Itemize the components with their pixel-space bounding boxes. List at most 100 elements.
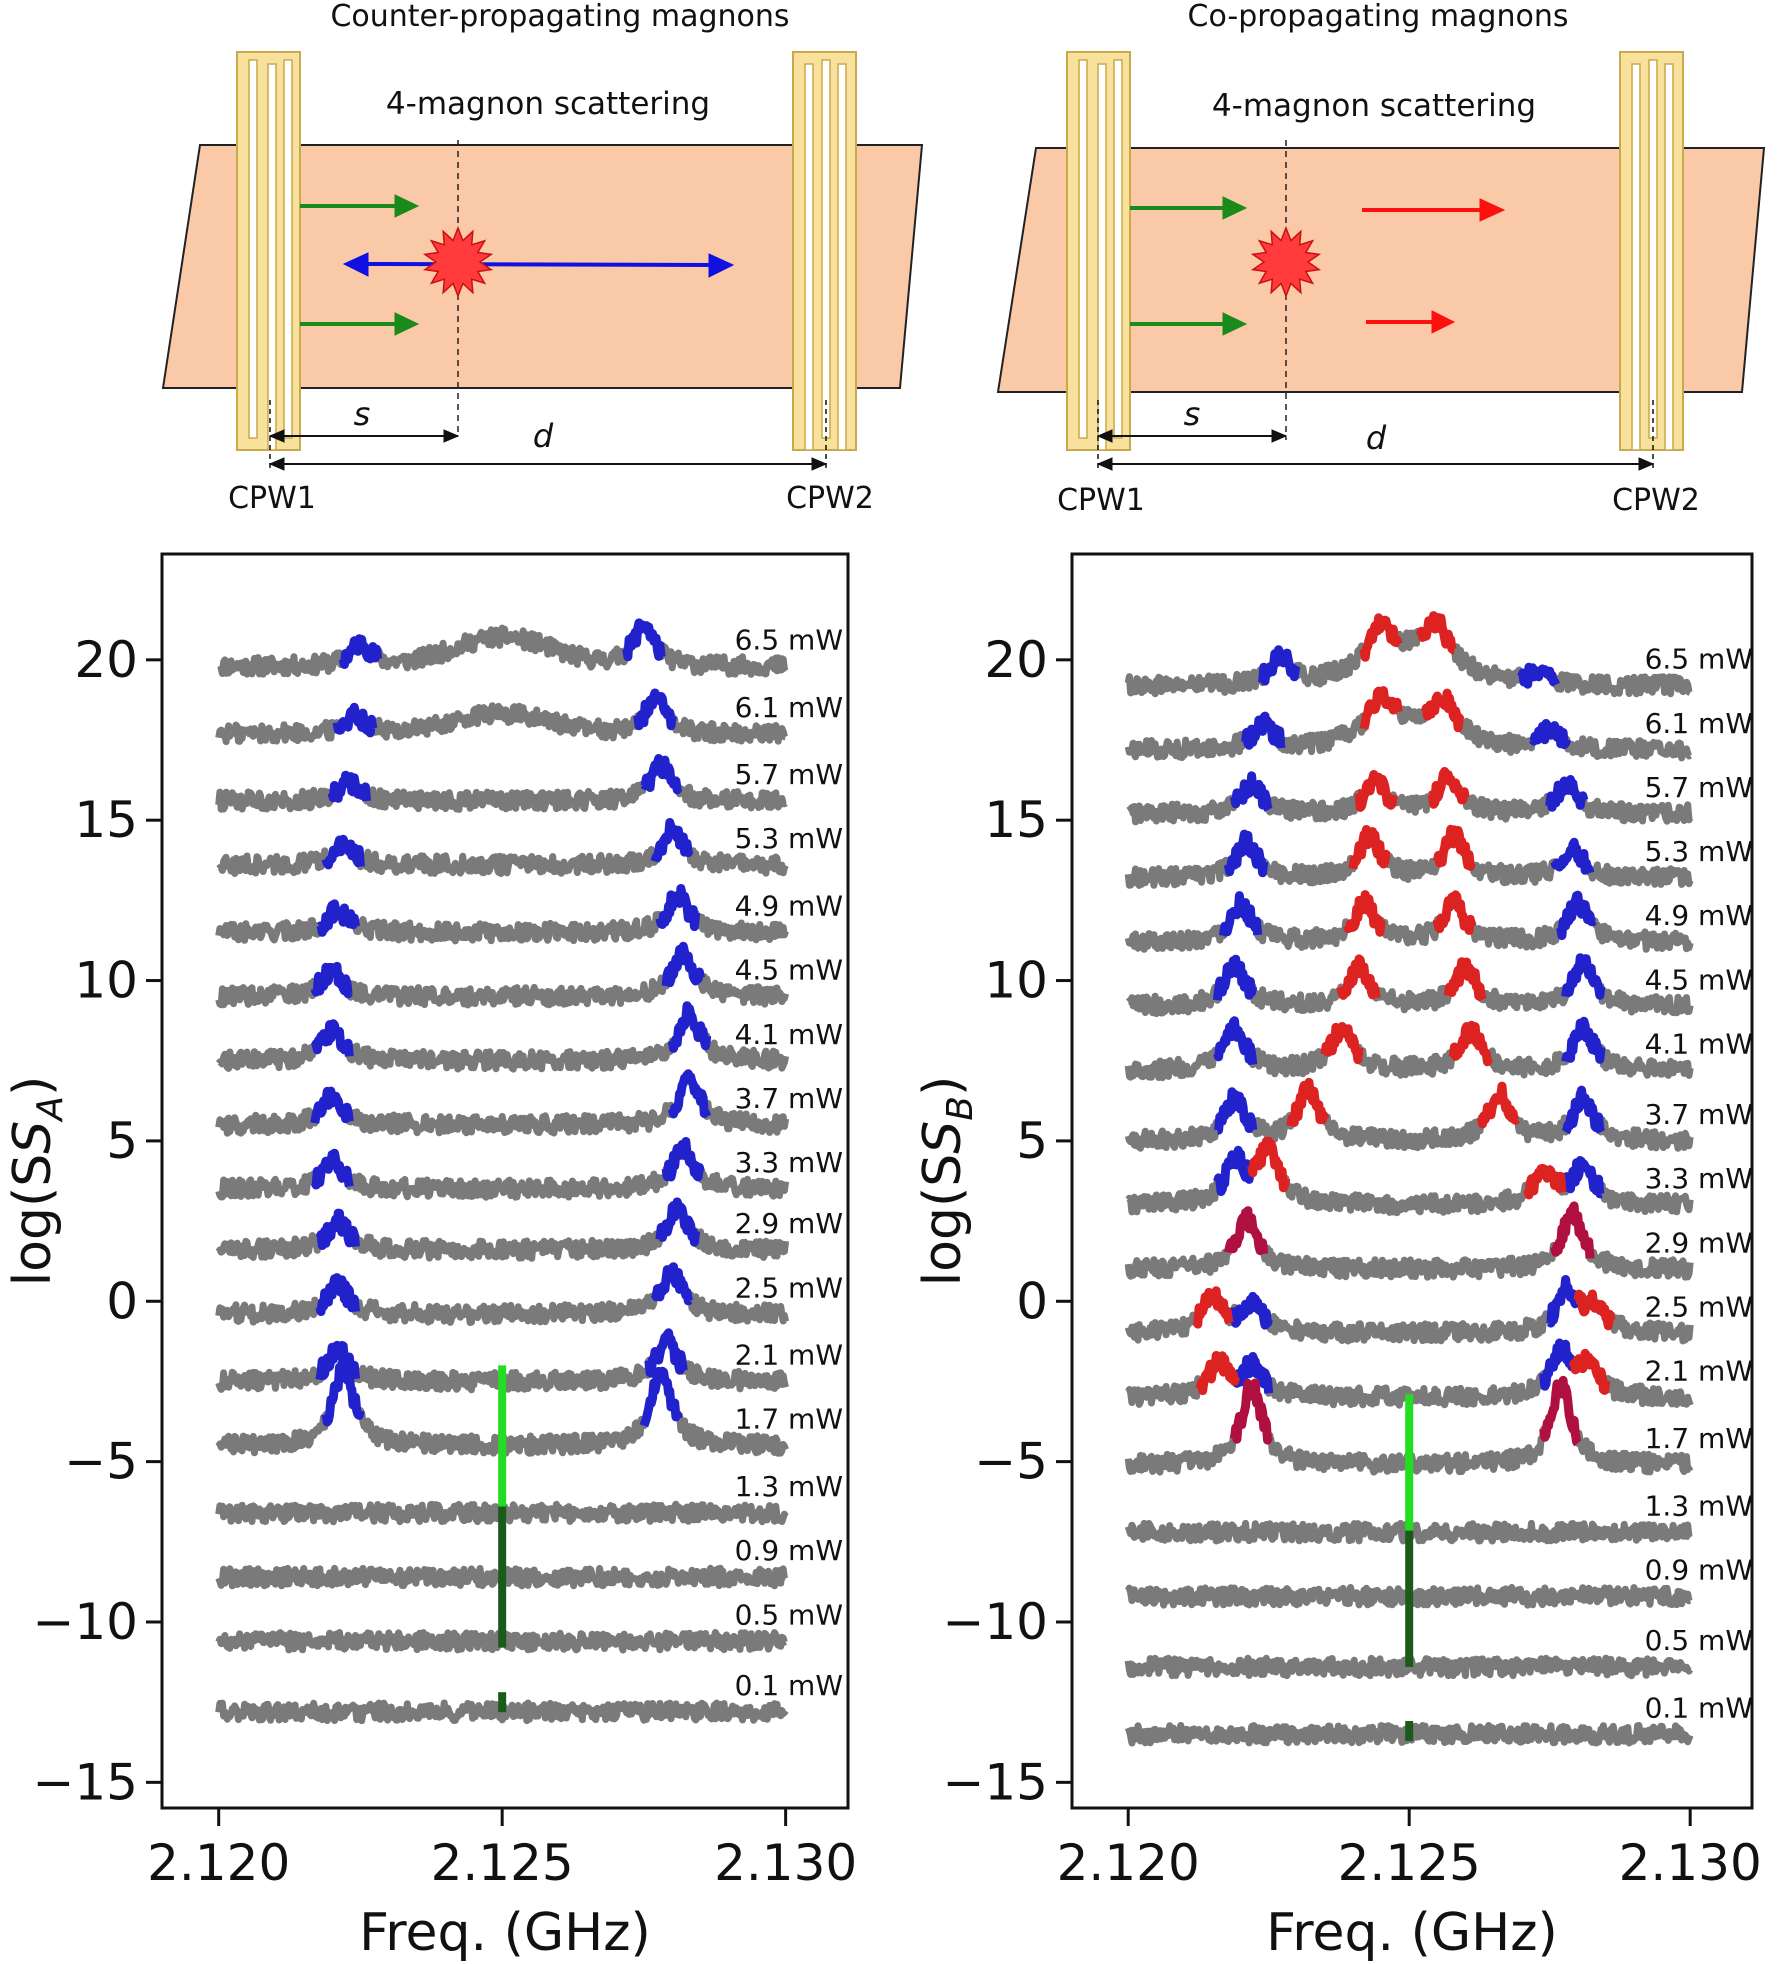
s-label: s xyxy=(354,395,371,433)
distance-d-arrow xyxy=(1096,457,1655,471)
diagram-co-propagating: Co-propagating magnons 4-magn xyxy=(996,0,1766,518)
peak-highlight xyxy=(321,834,365,870)
spectrum-trace xyxy=(1124,891,1694,953)
scatter-label: 4-magnon scattering xyxy=(1212,88,1536,124)
peak-highlight xyxy=(1212,954,1258,1001)
peak-highlight xyxy=(315,1208,360,1250)
peak-highlight xyxy=(639,1366,683,1428)
peak-highlight xyxy=(644,1328,688,1378)
power-label: 1.7 mW xyxy=(735,1403,843,1436)
side-peak-highlight xyxy=(1195,1351,1241,1396)
side-peak-highlight xyxy=(1432,824,1476,871)
side-peak-highlight xyxy=(1476,1081,1521,1129)
spectrum-trace xyxy=(216,819,789,877)
power-label: 4.1 mW xyxy=(1645,1028,1753,1061)
peak-highlight xyxy=(1561,1085,1606,1135)
peak-highlight xyxy=(1561,1156,1605,1199)
peak-highlight xyxy=(661,1137,705,1182)
power-label: 6.1 mW xyxy=(735,691,843,724)
scatter-label: 4-magnon scattering xyxy=(386,86,710,122)
peak-highlight xyxy=(1545,775,1589,812)
peak-highlight xyxy=(1214,1087,1258,1135)
peak-highlight xyxy=(338,634,383,669)
peak-highlight xyxy=(1213,1145,1258,1196)
side-peak-highlight xyxy=(1359,613,1403,662)
side-peak-highlight xyxy=(1523,1163,1567,1200)
side-peak-highlight xyxy=(1427,767,1470,809)
y-tick-label: 15 xyxy=(984,791,1048,849)
distance-s-arrow xyxy=(1096,429,1288,443)
peak-highlight xyxy=(310,1019,354,1057)
peak-highlight xyxy=(332,702,378,738)
side-peak-highlight xyxy=(1359,686,1403,730)
peak-highlight xyxy=(1258,645,1301,686)
cpw2-antenna xyxy=(792,51,857,451)
power-label: 1.3 mW xyxy=(1645,1489,1753,1522)
power-label: 3.7 mW xyxy=(735,1082,843,1115)
side-peak-highlight xyxy=(1336,954,1381,1000)
power-label: 2.5 mW xyxy=(1645,1290,1753,1323)
x-axis-label: Freq. (GHz) xyxy=(359,1903,651,1963)
x-tick-label: 2.125 xyxy=(431,1834,574,1892)
spectrum-trace xyxy=(215,1699,789,1725)
peak-highlight xyxy=(1241,711,1286,750)
peak-highlight xyxy=(321,1359,365,1427)
y-tick-label: −10 xyxy=(942,1593,1048,1651)
power-label: 5.3 mW xyxy=(735,822,843,855)
d-label: d xyxy=(1366,419,1387,457)
peak-highlight xyxy=(1556,890,1599,941)
peak-highlight xyxy=(316,899,360,937)
power-label: 2.1 mW xyxy=(1645,1355,1753,1388)
y-tick-label: 0 xyxy=(106,1272,138,1330)
side-peak-highlight xyxy=(1550,1201,1595,1259)
x-tick-label: 2.130 xyxy=(1619,1834,1762,1892)
power-label: 0.5 mW xyxy=(1645,1624,1753,1657)
peak-highlight xyxy=(1550,837,1595,875)
side-peak-highlight xyxy=(1415,611,1458,655)
y-tick-label: 15 xyxy=(74,791,138,849)
spectrum-trace xyxy=(1124,1017,1694,1082)
power-label: 5.7 mW xyxy=(735,758,843,791)
peak-highlight xyxy=(650,1262,693,1306)
side-peak-highlight xyxy=(1573,1289,1616,1331)
power-label: 5.3 mW xyxy=(1645,835,1753,868)
diagram-title: Co-propagating magnons xyxy=(1188,0,1569,34)
peak-highlight xyxy=(327,770,372,803)
side-peak-highlight xyxy=(1432,890,1476,935)
spectrum-trace xyxy=(215,1198,790,1262)
power-label: 3.3 mW xyxy=(735,1146,843,1179)
x-tick-label: 2.120 xyxy=(147,1834,290,1892)
spectrum-trace xyxy=(215,689,788,746)
peak-highlight xyxy=(1230,771,1273,813)
y-tick-label: −15 xyxy=(942,1753,1048,1811)
power-label: 6.1 mW xyxy=(1645,707,1753,740)
s-label: s xyxy=(1184,395,1201,433)
peak-highlight xyxy=(667,1069,712,1119)
power-label: 0.5 mW xyxy=(735,1598,843,1631)
peak-highlight xyxy=(1219,891,1263,937)
side-peak-highlight xyxy=(1348,825,1391,870)
input-magnon-arrows xyxy=(1130,196,1248,336)
spectrum-trace xyxy=(215,885,789,945)
power-label: 0.1 mW xyxy=(1645,1691,1753,1724)
peak-highlight xyxy=(315,1273,360,1317)
power-label: 2.9 mW xyxy=(1645,1226,1753,1259)
peak-highlight xyxy=(1561,953,1606,1000)
spectrum-trace xyxy=(216,619,789,678)
scattered-magnon-arrows xyxy=(342,252,735,278)
spectrum-trace xyxy=(1124,612,1693,698)
distance-d-arrow xyxy=(268,457,828,471)
x-tick-label: 2.130 xyxy=(714,1834,857,1892)
peak-highlight xyxy=(1230,1352,1274,1394)
y-tick-label: −5 xyxy=(974,1433,1048,1491)
power-label: 1.7 mW xyxy=(1645,1422,1753,1455)
y-tick-label: 5 xyxy=(1016,1112,1048,1170)
power-label: 3.3 mW xyxy=(1645,1162,1753,1195)
cpw1-antenna xyxy=(1066,51,1131,451)
power-label: 6.5 mW xyxy=(1645,643,1753,676)
cpw2-label: CPW2 xyxy=(786,481,874,516)
peak-highlight xyxy=(315,1340,360,1381)
spectrum-trace xyxy=(215,755,788,813)
peak-highlight xyxy=(1223,829,1269,878)
